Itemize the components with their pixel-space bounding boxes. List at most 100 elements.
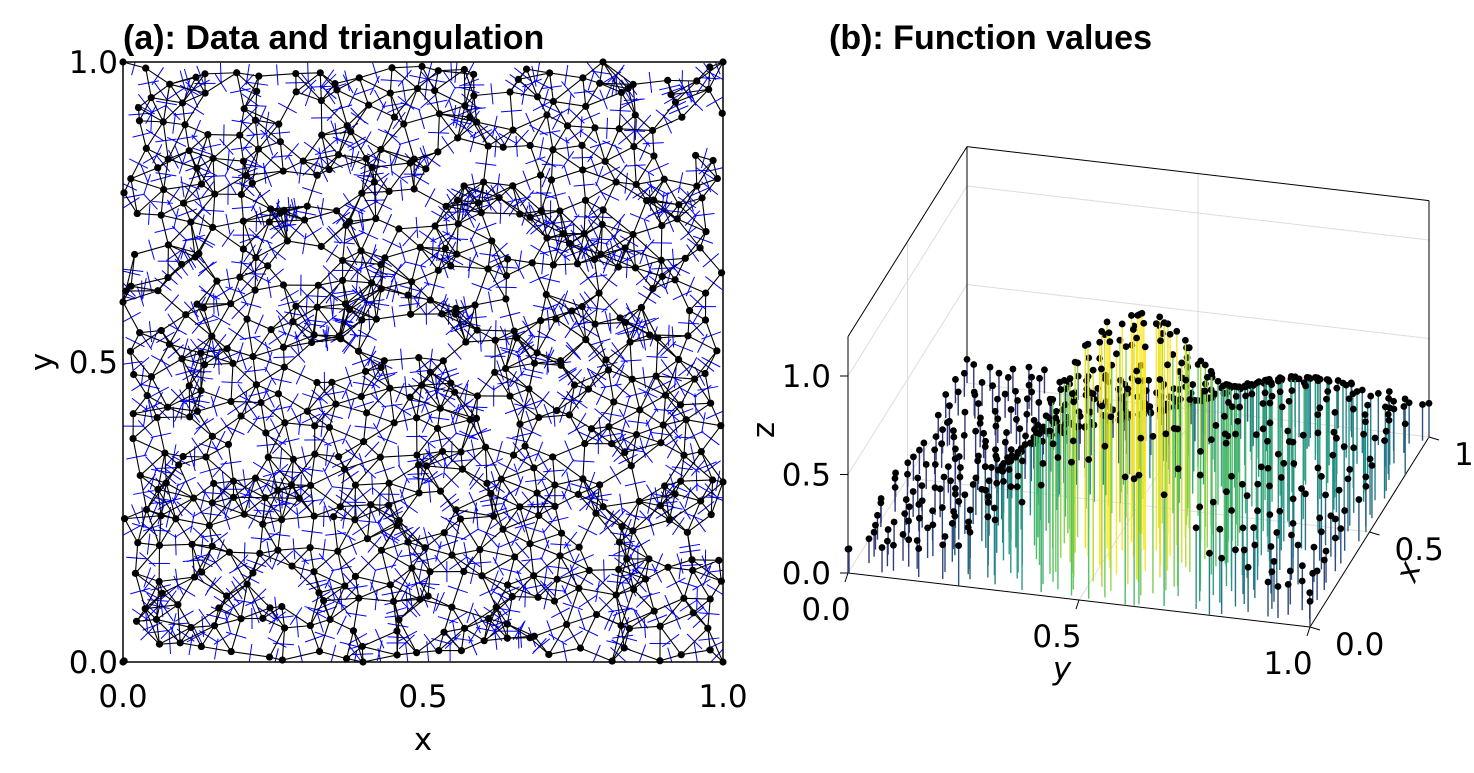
triangulation-edge <box>439 105 466 115</box>
triangulation-edge <box>281 497 300 520</box>
triangulation-edge <box>416 417 438 429</box>
stem-marker <box>904 459 912 467</box>
data-point <box>656 622 664 630</box>
data-point <box>265 653 274 661</box>
triangulation-edge <box>227 444 235 482</box>
triangulation-edge <box>214 174 247 195</box>
triangulation-edge <box>129 351 135 375</box>
triangulation-edge <box>160 202 184 216</box>
triangulation-edge <box>132 395 148 415</box>
data-point <box>274 390 282 398</box>
triangulation-edge <box>630 442 662 467</box>
stem-marker <box>1314 411 1322 419</box>
triangulation-edge <box>457 116 471 139</box>
triangulation-edge <box>463 185 479 204</box>
triangulation-edge <box>337 125 348 155</box>
data-point <box>657 439 665 447</box>
triangulation-edge <box>469 419 486 448</box>
triangulation-edge <box>201 571 228 597</box>
data-point <box>164 241 172 249</box>
triangulation-edge <box>635 184 654 201</box>
stem-marker <box>1419 401 1426 408</box>
triangulation-edge <box>701 178 718 199</box>
triangulation-edge <box>518 72 550 80</box>
data-point <box>473 326 481 334</box>
triangulation-edge <box>252 549 279 574</box>
stem-marker <box>1288 387 1296 395</box>
panel-a-title: (a): Data and triangulation <box>123 19 544 57</box>
stem-marker <box>1335 486 1343 494</box>
triangulation-edge <box>683 597 711 600</box>
triangulation-edge <box>203 307 213 337</box>
triangulation-edge <box>502 506 521 530</box>
triangulation-edge <box>355 456 381 486</box>
data-point <box>441 244 449 253</box>
data-point <box>187 623 195 632</box>
data-point <box>481 443 490 451</box>
triangulation-edge <box>227 415 242 445</box>
triangulation-edge <box>151 358 183 378</box>
data-point <box>649 285 657 293</box>
triangulation-edge <box>704 319 718 352</box>
data-point <box>682 416 690 424</box>
stem-marker <box>1122 343 1130 351</box>
triangulation-edge <box>509 395 540 418</box>
stem-marker <box>974 457 982 465</box>
stem-marker <box>1385 394 1392 402</box>
triangulation-edge <box>185 314 213 337</box>
data-point <box>480 637 488 645</box>
triangulation-edge <box>583 209 604 234</box>
triangulation-edge <box>479 549 515 558</box>
data-point <box>142 506 151 514</box>
triangulation-edge <box>258 73 296 77</box>
data-point <box>292 69 300 78</box>
triangulation-edge <box>540 175 542 211</box>
stem-marker <box>994 395 1001 403</box>
data-point <box>620 644 628 652</box>
triangulation-edge <box>331 382 337 405</box>
triangulation-edge <box>669 519 688 533</box>
triangulation-edge <box>313 307 318 336</box>
data-point <box>287 481 296 489</box>
triangulation-edge <box>473 91 511 97</box>
data-point <box>361 367 370 375</box>
stem-marker <box>1257 463 1265 471</box>
data-point <box>664 563 672 571</box>
triangulation-edge <box>659 625 682 656</box>
data-point <box>236 131 244 139</box>
data-point <box>451 388 459 396</box>
stem-marker <box>993 455 1001 463</box>
triangulation-edge <box>475 395 479 419</box>
data-point <box>339 256 347 265</box>
data-point <box>575 584 583 592</box>
data-point <box>306 622 314 630</box>
data-point <box>426 368 435 376</box>
triangulation-edge <box>355 575 391 586</box>
triangulation-edge <box>242 220 257 258</box>
triangulation-edge <box>313 571 346 587</box>
data-point <box>229 477 238 485</box>
triangulation-edge <box>585 181 617 201</box>
data-point <box>542 290 550 299</box>
triangulation-edge <box>193 483 215 499</box>
triangulation-edge <box>159 576 195 583</box>
triangulation-edge <box>391 67 418 89</box>
data-point <box>629 230 637 239</box>
triangulation-edge <box>556 578 580 589</box>
data-point <box>645 555 653 563</box>
data-point <box>182 311 190 319</box>
data-point <box>416 595 424 603</box>
stem-marker <box>918 482 926 489</box>
triangulation-edge <box>410 299 431 315</box>
triangulation-edge <box>477 371 496 397</box>
data-point <box>390 113 399 121</box>
triangulation-edge <box>410 281 413 315</box>
triangulation-edge <box>230 363 234 402</box>
data-point <box>479 178 488 186</box>
triangulation-edge <box>203 303 231 309</box>
triangulation-edge <box>674 279 706 294</box>
data-point <box>426 296 434 304</box>
triangulation-edge <box>304 210 337 221</box>
data-point <box>143 392 151 400</box>
data-point <box>259 520 267 528</box>
